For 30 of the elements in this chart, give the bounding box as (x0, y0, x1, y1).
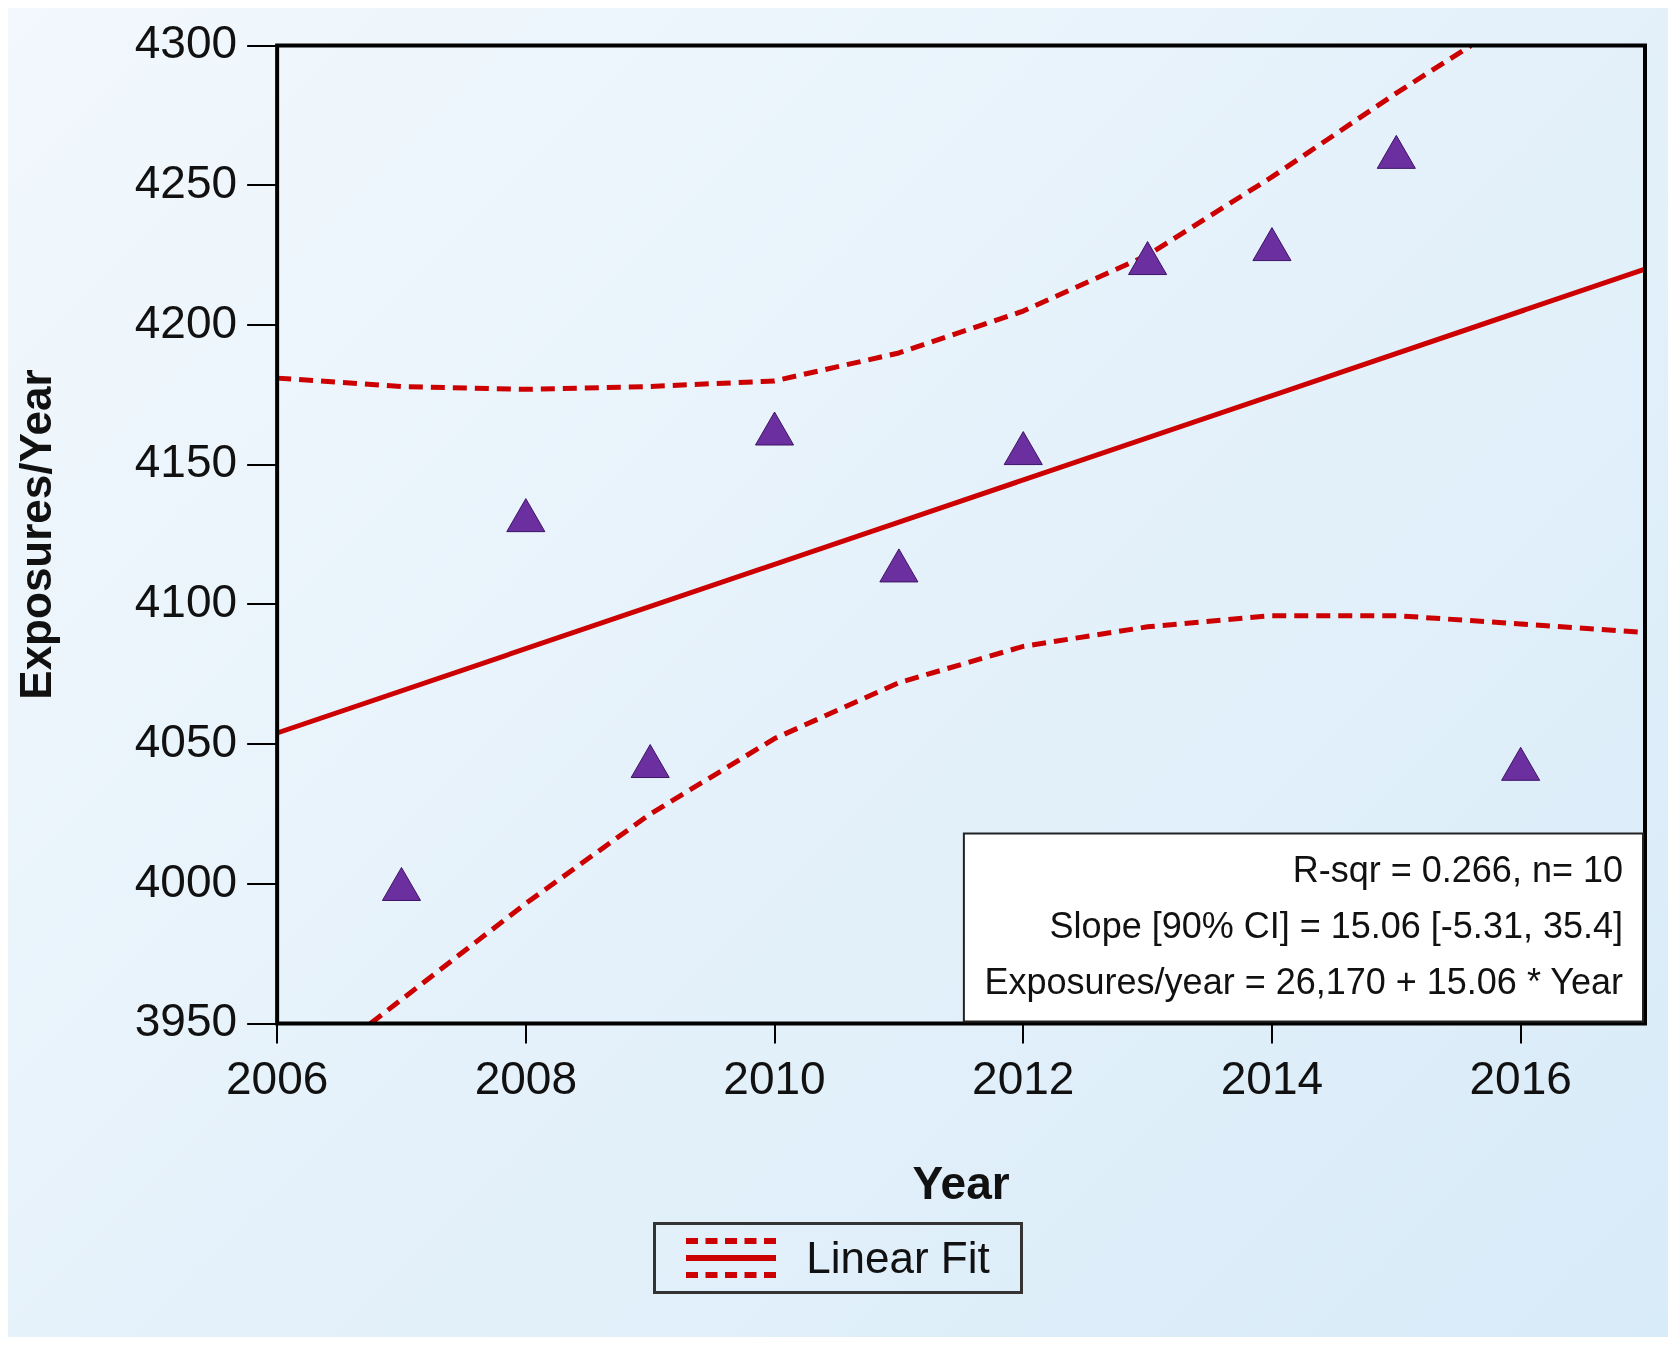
y-tick-label: 4150 (134, 435, 238, 488)
annotation: R-sqr = 0.266, n= 10 (1292, 848, 1623, 890)
point (630, 744, 670, 779)
y-axis-title: Exposures/Year (10, 369, 60, 700)
legend-label: Linear Fit (806, 1233, 990, 1283)
x-tick-label: 2012 (972, 1051, 1075, 1104)
point (1003, 431, 1043, 466)
point (1501, 746, 1541, 781)
point (1128, 241, 1168, 276)
x-tick-label: 2014 (1220, 1051, 1324, 1104)
y-tick-label: 4200 (134, 295, 238, 348)
point (381, 866, 422, 901)
y-tick-label: 3950 (134, 994, 238, 1047)
y-tick-label: 4300 (134, 16, 238, 69)
x-tick-label: 2008 (474, 1051, 578, 1104)
annotation: Exposures/year = 26,170 + 15.06 * Year (984, 960, 1623, 1002)
point (879, 548, 919, 583)
x-tick-label: 2010 (723, 1051, 826, 1104)
y-tick-label: 4100 (134, 575, 238, 628)
y-tick-label: 4000 (134, 854, 238, 907)
annotation: Slope [90% CI] = 15.06 [-5.31, 35.4] (1049, 904, 1623, 946)
x-tick-label: 2016 (1469, 1051, 1572, 1104)
x-tick-label: 2006 (225, 1051, 329, 1104)
y-tick-label: 4050 (134, 714, 238, 767)
point (754, 411, 795, 446)
point (506, 498, 546, 533)
x-axis-title: Year (912, 1157, 1010, 1210)
point (1252, 227, 1292, 262)
point (1376, 134, 1416, 169)
y-tick-label: 4250 (134, 156, 238, 208)
